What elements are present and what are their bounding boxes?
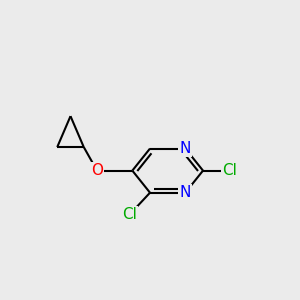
Text: N: N <box>180 141 191 156</box>
Text: Cl: Cl <box>122 207 137 222</box>
Text: O: O <box>91 163 103 178</box>
Text: N: N <box>180 185 191 200</box>
Text: Cl: Cl <box>222 163 237 178</box>
